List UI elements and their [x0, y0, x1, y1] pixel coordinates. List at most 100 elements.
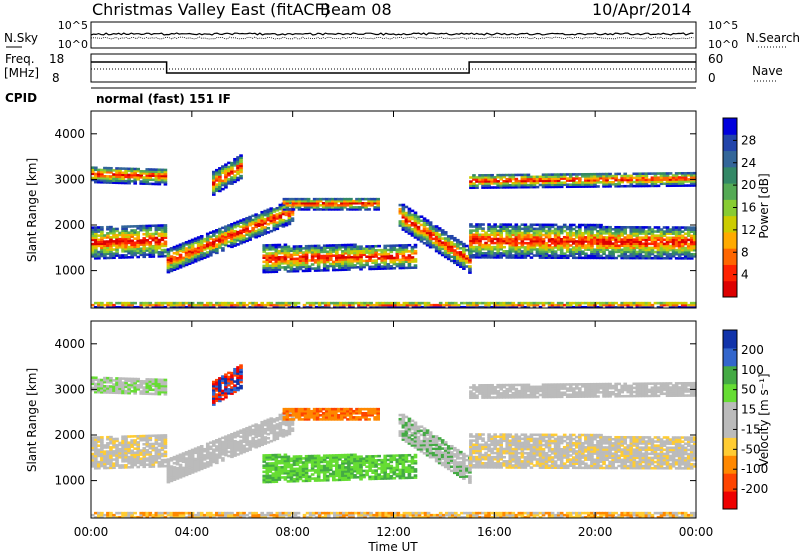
power-cell: [446, 257, 451, 261]
velocity-cell: [148, 459, 153, 462]
power-cell: [356, 266, 360, 269]
power-cell: [407, 215, 412, 219]
velocity-cell: [239, 431, 243, 434]
power-cell: [596, 250, 600, 254]
power-cell: [456, 263, 460, 267]
power-cell: [457, 305, 461, 309]
power-cell: [523, 173, 528, 177]
power-cell: [683, 176, 688, 179]
power-cell: [426, 305, 431, 309]
power-cell: [301, 269, 306, 273]
velocity-cell: [278, 432, 283, 435]
power-cell: [596, 242, 600, 245]
velocity-cell: [260, 441, 265, 445]
power-cell: [469, 239, 473, 243]
velocity-cell: [193, 467, 198, 471]
velocity-cell: [236, 434, 240, 438]
velocity-cell: [236, 444, 240, 448]
power-cell: [629, 234, 634, 237]
power-cell: [215, 249, 219, 253]
power-cell: [559, 185, 564, 189]
velocity-cell: [112, 454, 116, 457]
power-cell: [154, 251, 159, 254]
power-cell: [233, 164, 237, 167]
power-cell: [487, 178, 491, 181]
power-cell: [481, 245, 485, 249]
power-cell: [449, 249, 454, 252]
power-cell: [154, 240, 159, 244]
power-cell: [611, 254, 615, 258]
power-cell: [417, 305, 422, 309]
power-cell: [97, 180, 101, 184]
power-cell: [659, 178, 664, 181]
power-cell: [481, 180, 485, 183]
power-cell: [578, 231, 582, 235]
power-cell: [130, 303, 134, 307]
velocity-cell: [118, 377, 122, 380]
power-cell: [517, 250, 522, 253]
power-cell: [106, 242, 110, 245]
power-cell: [410, 258, 415, 261]
power-cell: [692, 182, 697, 185]
velocity-cell: [130, 439, 134, 442]
power-cell: [638, 232, 643, 235]
velocity-cell: [142, 463, 147, 467]
power-cell: [584, 177, 588, 180]
velocity-cell: [145, 442, 150, 446]
power-cell: [321, 206, 326, 209]
power-cell: [160, 254, 165, 258]
velocity-cell: [269, 429, 274, 433]
power-cell: [523, 246, 528, 249]
velocity-cell: [118, 379, 122, 382]
power-cell: [449, 237, 454, 240]
power-cell: [611, 303, 615, 307]
power-cell: [435, 305, 440, 309]
power-cell: [317, 305, 322, 309]
power-cell: [571, 173, 576, 176]
power-cell: [121, 181, 125, 185]
power-cell: [614, 174, 618, 178]
power-cell: [367, 197, 371, 201]
power-cell: [121, 243, 125, 247]
power-cell: [266, 218, 271, 222]
power-cell: [254, 235, 258, 239]
power-cell: [374, 249, 378, 252]
velocity-cell: [248, 425, 252, 429]
power-cell: [115, 246, 119, 249]
power-cell: [644, 184, 649, 188]
power-cell: [659, 234, 664, 237]
velocity-cell: [133, 457, 137, 461]
power-cell: [410, 228, 415, 231]
power-cell: [565, 177, 570, 180]
power-cell: [383, 259, 388, 262]
power-cell: [638, 238, 643, 241]
power-cell: [520, 173, 525, 177]
power-cell: [562, 246, 567, 249]
nsearch-tick-low: 10^0: [708, 38, 738, 51]
power-cell: [499, 247, 503, 251]
velocity-cell: [121, 385, 125, 389]
power-cell: [130, 173, 134, 177]
power-cell: [277, 245, 282, 249]
power-cell: [106, 168, 110, 172]
power-cell: [215, 187, 219, 190]
power-cell: [280, 255, 285, 259]
power-cell: [475, 253, 479, 257]
power-cell: [265, 246, 270, 249]
power-cell: [581, 181, 585, 184]
power-cell: [338, 248, 342, 251]
y-tick-label: 3000: [54, 172, 85, 186]
power-cell: [94, 234, 98, 238]
power-cell: [689, 244, 694, 248]
power-cell: [353, 245, 357, 249]
power-cell: [677, 176, 682, 179]
power-cell: [245, 221, 249, 224]
power-cell: [103, 170, 107, 174]
velocity-cell: [184, 459, 189, 462]
power-cell: [278, 301, 283, 305]
power-cell: [157, 255, 162, 258]
power-cell: [650, 240, 655, 244]
power-cell: [236, 158, 240, 161]
power-cell: [205, 232, 210, 236]
power-cell: [280, 251, 285, 255]
